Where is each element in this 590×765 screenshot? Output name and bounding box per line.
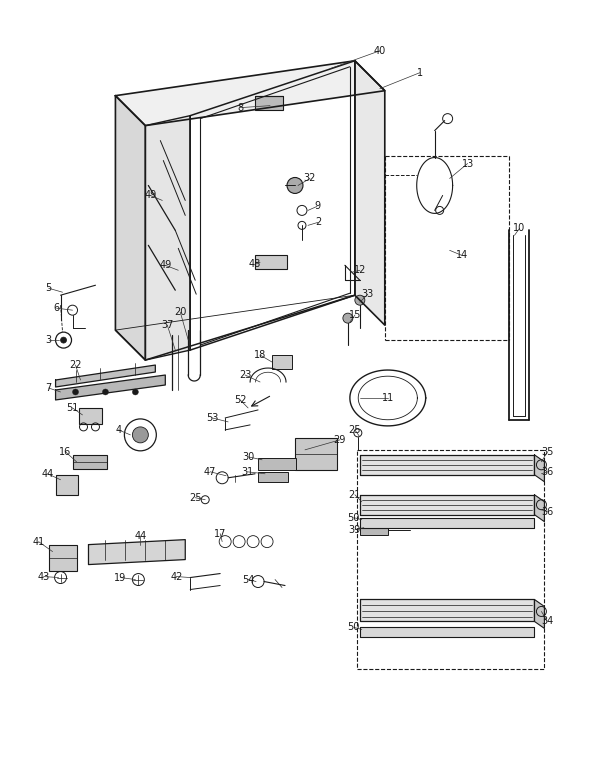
Text: 39: 39 — [349, 525, 361, 535]
Text: 31: 31 — [241, 467, 253, 477]
Bar — [255, 96, 283, 109]
Text: 9: 9 — [314, 201, 320, 211]
Polygon shape — [116, 96, 145, 360]
Text: 51: 51 — [66, 403, 78, 413]
Text: 18: 18 — [254, 350, 266, 360]
Text: 36: 36 — [541, 506, 553, 516]
Circle shape — [132, 389, 139, 395]
Text: 13: 13 — [461, 158, 474, 168]
Text: 4: 4 — [116, 425, 122, 435]
Text: 54: 54 — [242, 575, 254, 584]
Bar — [295, 438, 337, 470]
Text: 37: 37 — [161, 320, 173, 330]
Bar — [258, 472, 288, 482]
Text: 25: 25 — [349, 425, 361, 435]
Text: 47: 47 — [204, 467, 217, 477]
Text: 44: 44 — [135, 531, 146, 541]
Polygon shape — [535, 600, 545, 628]
Text: 50: 50 — [348, 513, 360, 522]
Text: 14: 14 — [455, 250, 468, 260]
Text: 44: 44 — [41, 469, 54, 479]
Text: 3: 3 — [45, 335, 52, 345]
Text: 40: 40 — [373, 46, 386, 56]
Bar — [48, 545, 77, 571]
Text: 25: 25 — [189, 493, 202, 503]
Polygon shape — [360, 495, 535, 515]
Text: 23: 23 — [239, 370, 251, 380]
Bar — [255, 256, 287, 269]
Circle shape — [287, 177, 303, 194]
Text: 52: 52 — [234, 395, 247, 405]
Bar — [360, 525, 388, 535]
Text: 17: 17 — [214, 529, 227, 539]
Text: 19: 19 — [114, 572, 126, 582]
Text: 29: 29 — [334, 435, 346, 445]
Text: 42: 42 — [170, 571, 182, 581]
Polygon shape — [55, 365, 155, 387]
Polygon shape — [145, 116, 190, 360]
Circle shape — [73, 389, 78, 395]
Text: 34: 34 — [541, 617, 553, 627]
Text: 50: 50 — [348, 623, 360, 633]
Circle shape — [343, 313, 353, 323]
Text: 16: 16 — [60, 447, 71, 457]
Polygon shape — [360, 455, 535, 475]
Polygon shape — [360, 518, 535, 528]
Polygon shape — [360, 627, 535, 637]
Bar — [258, 457, 296, 470]
Polygon shape — [535, 455, 545, 482]
Text: 20: 20 — [174, 308, 186, 317]
Bar — [55, 475, 77, 495]
Text: 2: 2 — [315, 217, 321, 227]
Bar — [78, 408, 103, 424]
Polygon shape — [116, 60, 385, 125]
Bar — [73, 455, 107, 469]
Text: 12: 12 — [353, 265, 366, 275]
Text: 33: 33 — [362, 289, 374, 299]
Circle shape — [132, 427, 148, 443]
Text: 32: 32 — [304, 174, 316, 184]
Text: 49: 49 — [159, 260, 172, 270]
Text: 8: 8 — [237, 103, 243, 112]
Text: 49: 49 — [144, 190, 156, 200]
Text: 43: 43 — [38, 571, 50, 581]
Polygon shape — [88, 539, 185, 565]
Polygon shape — [360, 600, 535, 621]
Text: 41: 41 — [32, 536, 45, 547]
Polygon shape — [535, 495, 545, 522]
Bar — [272, 355, 292, 369]
Circle shape — [103, 389, 109, 395]
Text: 36: 36 — [541, 467, 553, 477]
Text: 35: 35 — [541, 447, 553, 457]
Text: 7: 7 — [45, 383, 52, 393]
Text: 6: 6 — [54, 303, 60, 313]
Text: 1: 1 — [417, 68, 423, 78]
Text: 21: 21 — [349, 490, 361, 500]
Circle shape — [61, 337, 67, 343]
Circle shape — [355, 295, 365, 305]
Text: 30: 30 — [242, 452, 254, 462]
Text: 53: 53 — [206, 413, 218, 423]
Polygon shape — [355, 60, 385, 325]
Text: 5: 5 — [45, 283, 52, 293]
Text: 10: 10 — [513, 223, 526, 233]
Text: 11: 11 — [382, 393, 394, 403]
Text: 15: 15 — [349, 310, 361, 321]
Polygon shape — [55, 375, 165, 400]
Text: 48: 48 — [249, 259, 261, 269]
Text: 22: 22 — [69, 360, 82, 370]
